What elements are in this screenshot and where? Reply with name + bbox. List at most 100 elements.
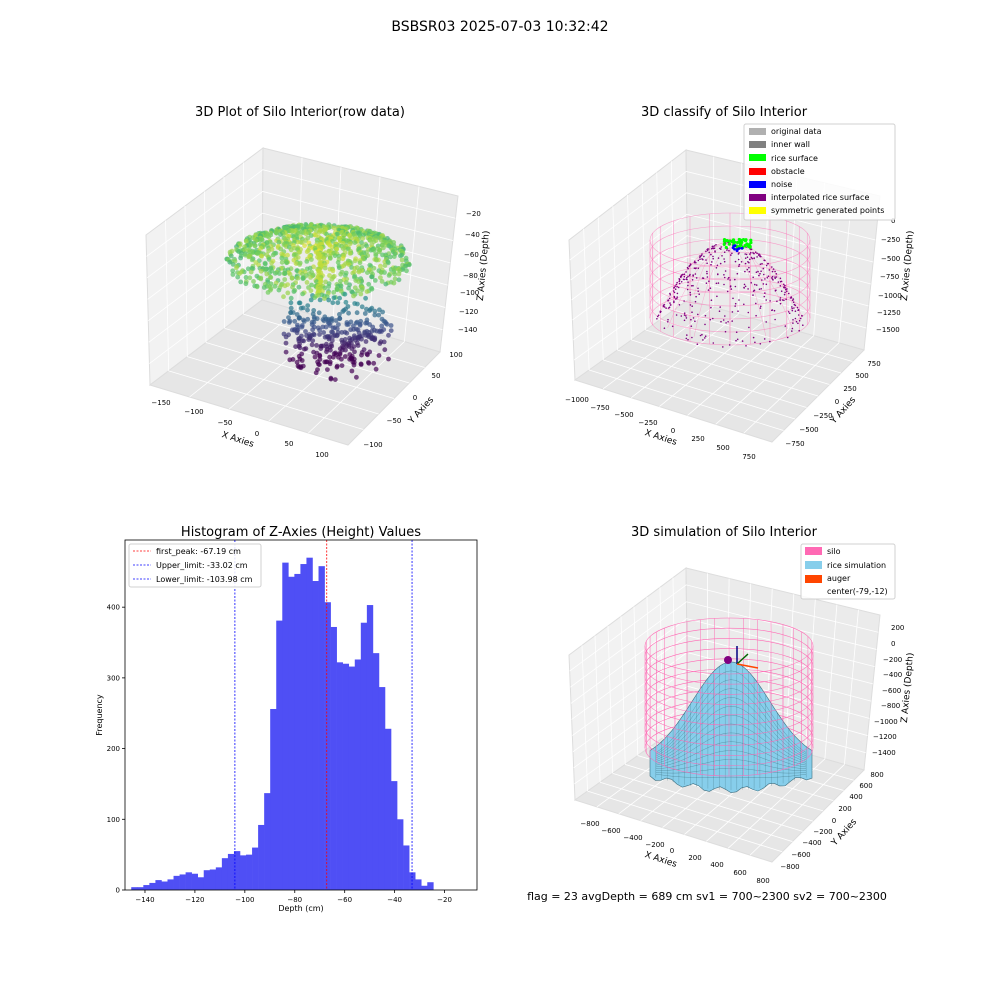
raw-point — [354, 374, 359, 380]
histogram-x-tick-label: −120 — [185, 896, 204, 904]
raw-point — [316, 256, 322, 261]
raw-point — [359, 304, 365, 310]
histogram-bar — [421, 885, 428, 890]
classify-x-tick: −750 — [590, 404, 609, 412]
interpolated-point — [734, 278, 736, 281]
grid-line — [570, 192, 876, 281]
interpolated-point — [785, 298, 787, 301]
interpolated-point — [719, 262, 722, 265]
interpolated-point — [750, 256, 753, 259]
raw-point — [297, 345, 303, 351]
raw-point — [407, 262, 412, 268]
simulation-y-tick: 800 — [870, 771, 883, 779]
raw-point — [269, 260, 274, 266]
interpolated-point — [689, 304, 692, 306]
raw-point — [367, 308, 372, 314]
raw-point — [296, 300, 302, 306]
interpolated-point — [680, 281, 683, 283]
raw-point — [363, 295, 368, 301]
raw-x-tick: −150 — [151, 399, 170, 407]
grid-line — [571, 213, 874, 301]
simulation-x-tick: −800 — [580, 820, 599, 828]
interpolated-point — [677, 286, 680, 289]
interpolated-point — [779, 297, 782, 299]
interpolated-point — [685, 337, 688, 340]
raw-point — [327, 273, 332, 278]
interpolated-point — [669, 302, 671, 304]
raw-point — [305, 303, 311, 308]
interpolated-point — [765, 264, 768, 267]
simulation-y-tick: 200 — [838, 805, 851, 813]
raw-point — [359, 336, 364, 342]
interpolated-point — [743, 303, 745, 306]
grid-line — [146, 190, 453, 279]
interpolated-point — [717, 282, 720, 284]
histogram-bar — [384, 728, 392, 890]
raw-point — [367, 238, 373, 244]
grid-line — [581, 645, 588, 792]
interpolated-point — [757, 254, 760, 256]
interpolated-point — [731, 311, 734, 313]
interpolated-point — [774, 276, 776, 278]
raw-point — [334, 326, 340, 332]
interpolated-point — [656, 315, 659, 318]
interpolated-point — [707, 289, 710, 291]
classify-y-tick: 0 — [835, 398, 839, 406]
interpolated-point — [717, 273, 719, 275]
histogram-bar — [179, 874, 186, 890]
interpolated-point — [695, 267, 697, 269]
interpolated-point — [725, 322, 727, 324]
interpolated-point — [673, 301, 675, 304]
interpolated-point — [798, 329, 800, 332]
simulation-z-tick: −1200 — [873, 733, 897, 741]
raw-point — [266, 234, 272, 240]
raw-point — [366, 281, 372, 287]
interpolated-point — [753, 257, 755, 259]
grid-line — [844, 609, 859, 765]
classify-x-tick: 500 — [716, 444, 729, 452]
interpolated-point — [786, 336, 789, 339]
raw-x-axis-label: X Axies — [220, 430, 255, 450]
interpolated-point — [695, 295, 697, 298]
legend-swatch-silo — [805, 547, 822, 555]
interpolated-point — [754, 341, 756, 344]
interpolated-point — [740, 261, 743, 263]
raw-x-tick: 0 — [255, 430, 259, 438]
legend-swatch-symmetric-generated-points — [749, 207, 766, 214]
raw-point — [228, 253, 234, 259]
classify-legend-frame — [743, 123, 896, 221]
rice-surface-point — [724, 245, 728, 250]
rice-surface-point — [722, 242, 726, 246]
histogram-bar — [300, 564, 307, 890]
raw-point — [248, 269, 254, 275]
raw-z-axis-label: Z Axies (Depth) — [476, 230, 492, 301]
raw-point — [292, 318, 298, 324]
classify-y-tick: −750 — [785, 440, 804, 448]
interpolated-point — [667, 299, 669, 302]
raw-point — [378, 275, 383, 280]
interpolated-point — [791, 299, 794, 302]
raw-y-ticks: −100 −50 0 50 100 — [363, 351, 462, 449]
raw-point — [385, 260, 391, 266]
histogram-panel: Histogram of Z-Axies (Height) Values −14… — [95, 525, 478, 913]
interpolated-point — [731, 320, 733, 322]
raw-point — [351, 362, 357, 368]
interpolated-point — [755, 314, 757, 317]
grid-line — [146, 169, 456, 257]
simulation-z-tick: 200 — [891, 624, 904, 632]
interpolated-point — [727, 321, 729, 323]
raw-point — [227, 259, 233, 265]
histogram-bar — [221, 858, 229, 890]
classify-z-axis-label: Z Axies (Depth) — [900, 230, 916, 301]
raw-point — [384, 321, 390, 327]
raw-point — [356, 279, 362, 285]
raw-point — [299, 358, 305, 363]
classify-x-tick: −250 — [638, 419, 657, 427]
interpolated-point — [752, 252, 754, 254]
interpolated-point — [727, 278, 729, 280]
raw-point — [355, 288, 360, 294]
interpolated-point — [697, 290, 699, 293]
histogram-bar — [324, 602, 331, 890]
interpolated-point — [712, 245, 714, 248]
interpolated-point — [758, 288, 761, 291]
